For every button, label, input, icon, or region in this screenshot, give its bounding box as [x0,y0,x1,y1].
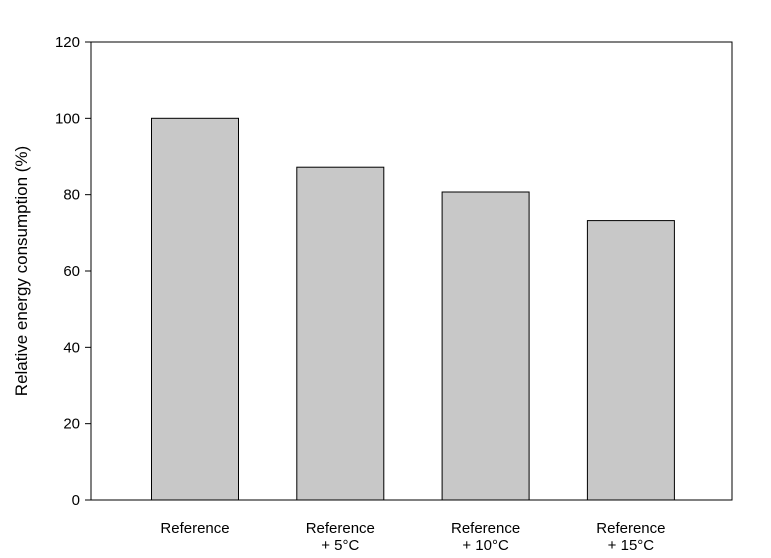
x-tick-label: Reference [451,520,520,537]
x-tick-label: + 5°C [321,537,359,554]
y-tick-label: 0 [72,492,80,509]
x-tick-label: + 10°C [462,537,509,554]
bars-layer [151,117,675,501]
x-tick-label: Reference [596,520,665,537]
y-tick-label: 60 [63,263,80,280]
y-axis: 0 20 40 60 80 100 120 [55,34,91,509]
y-tick-label: 40 [63,339,80,356]
x-tick-label: Reference [160,520,229,537]
y-tick-label: 20 [63,416,80,433]
y-axis-title: Relative energy consumption (%) [12,146,31,396]
bar-4 [586,220,675,501]
y-tick-label: 80 [63,187,80,204]
x-tick-label: + 15°C [608,537,655,554]
y-tick-label: 120 [55,34,80,51]
x-tick-label: Reference [306,520,375,537]
bar-1 [151,117,239,501]
bar-2 [296,166,385,501]
bar-3 [441,191,530,501]
y-tick-label: 100 [55,110,80,127]
